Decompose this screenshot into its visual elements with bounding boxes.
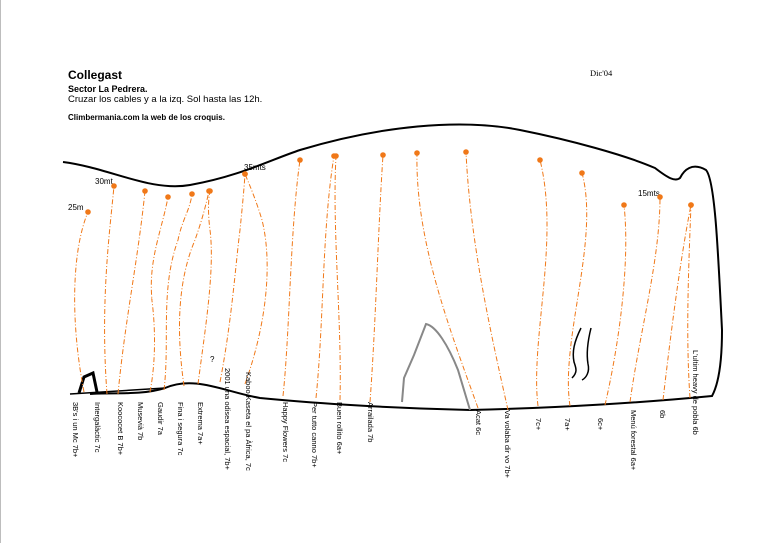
page-title: Collegast — [68, 68, 123, 82]
anchor-dot-12 — [333, 153, 339, 159]
route-label-21: L'ultim heavy de pobla 6b — [691, 350, 700, 435]
dihedral-feature — [401, 322, 471, 411]
route-label-9: Kaboo Kaseta el pa Àfrica, 7c — [244, 372, 253, 471]
anchor-dot-10 — [297, 157, 303, 163]
route-label-19: Menú forestal 6a+ — [629, 410, 638, 471]
route-label-13: Arrailada 7b — [366, 402, 375, 442]
anchor-dot-2 — [111, 183, 117, 189]
route-line-13 — [369, 154, 384, 403]
route-label-17: 7a+ — [563, 418, 572, 431]
route-label-1: 3B's i un Mc 7b+ — [71, 402, 80, 458]
anchor-dot-16 — [537, 157, 543, 163]
anchor-dot-17 — [579, 170, 585, 176]
route-line-16 — [536, 159, 548, 407]
height-25m: 25m — [68, 203, 84, 212]
route-line-2 — [104, 185, 115, 395]
anchor-dot-19 — [657, 194, 663, 200]
anchor-dot-15 — [463, 149, 469, 155]
route-line-1 — [74, 211, 89, 393]
route-label-8: 2001 una odisea espacial, 7b+ — [223, 368, 232, 471]
route-line-9 — [244, 173, 268, 385]
route-label-14: Acat 6c — [474, 410, 483, 435]
route-line-19 — [629, 196, 661, 403]
route-line-12 — [334, 155, 341, 401]
route-layer: 3B's i un Mc 7b+ Intergalàctic 7c Koococet… — [71, 149, 700, 479]
route-label-10: Happy Flowers 7c — [281, 402, 290, 462]
height-30mt: 30mt — [95, 177, 114, 186]
route-label-12: Buen rollito 6a+ — [335, 402, 344, 455]
route-line-5 — [163, 193, 193, 391]
height-35mts: 35mts — [244, 163, 266, 172]
start-boulder — [77, 370, 99, 394]
anchor-dot-7 — [207, 188, 213, 194]
crag-outline — [62, 123, 724, 412]
route-line-7 — [197, 190, 212, 385]
route-line-17 — [567, 172, 588, 407]
route-label-4: Musevià 7b — [136, 402, 145, 440]
height-15mts: 15mts — [638, 189, 660, 198]
left-bracket — [571, 327, 582, 379]
route-line-18 — [604, 204, 627, 406]
anchor-dot-4 — [165, 194, 171, 200]
base-ledge — [69, 387, 166, 395]
anchor-dot-5 — [189, 191, 195, 197]
route-label-2: Intergalàctic 7c — [93, 402, 102, 453]
anchor-dot-1 — [85, 209, 91, 215]
route-line-6 — [178, 190, 210, 387]
route-line-15 — [465, 151, 509, 411]
route-line-11 — [315, 155, 335, 399]
anchor-dot-3 — [142, 188, 148, 194]
anchor-dot-14 — [414, 150, 420, 156]
route-line-10 — [282, 159, 301, 397]
route-label-18: 6c+ — [596, 418, 605, 431]
right-bracket — [581, 327, 592, 381]
route-label-6: Fina i segura 7c — [176, 402, 185, 456]
page-border — [0, 0, 1, 543]
route-label-11: Per tutto canno 7b+ — [310, 402, 319, 468]
sector-name: Sector La Pedrera. — [68, 84, 148, 94]
route-line-4 — [149, 196, 169, 393]
route-line-21 — [687, 204, 692, 399]
route-line-8 — [219, 173, 246, 383]
anchor-dot-18 — [621, 202, 627, 208]
approach-note: Cruzar los cables y a la izq. Sol hasta … — [68, 94, 263, 105]
question-mark: ? — [210, 355, 215, 364]
route-line-3 — [117, 190, 146, 395]
route-label-15: Va volaba dir vo 7b+ — [503, 410, 512, 479]
route-label-16: 7c+ — [534, 418, 543, 431]
route-label-3: Koococet B 7b+ — [116, 402, 125, 456]
anchor-dot-21 — [688, 202, 694, 208]
route-line-14 — [416, 152, 479, 409]
route-label-20: 6b — [658, 410, 667, 418]
route-label-5: Gaudir 7a — [156, 402, 165, 436]
anchor-dot-13 — [380, 152, 386, 158]
credit-line: Climbermania.com la web de los croquis. — [68, 113, 225, 122]
anchor-dot-9 — [242, 171, 248, 177]
route-line-20 — [662, 204, 692, 401]
route-label-7: Extrema 7a+ — [196, 402, 205, 445]
date-label: Dic'04 — [590, 68, 613, 78]
